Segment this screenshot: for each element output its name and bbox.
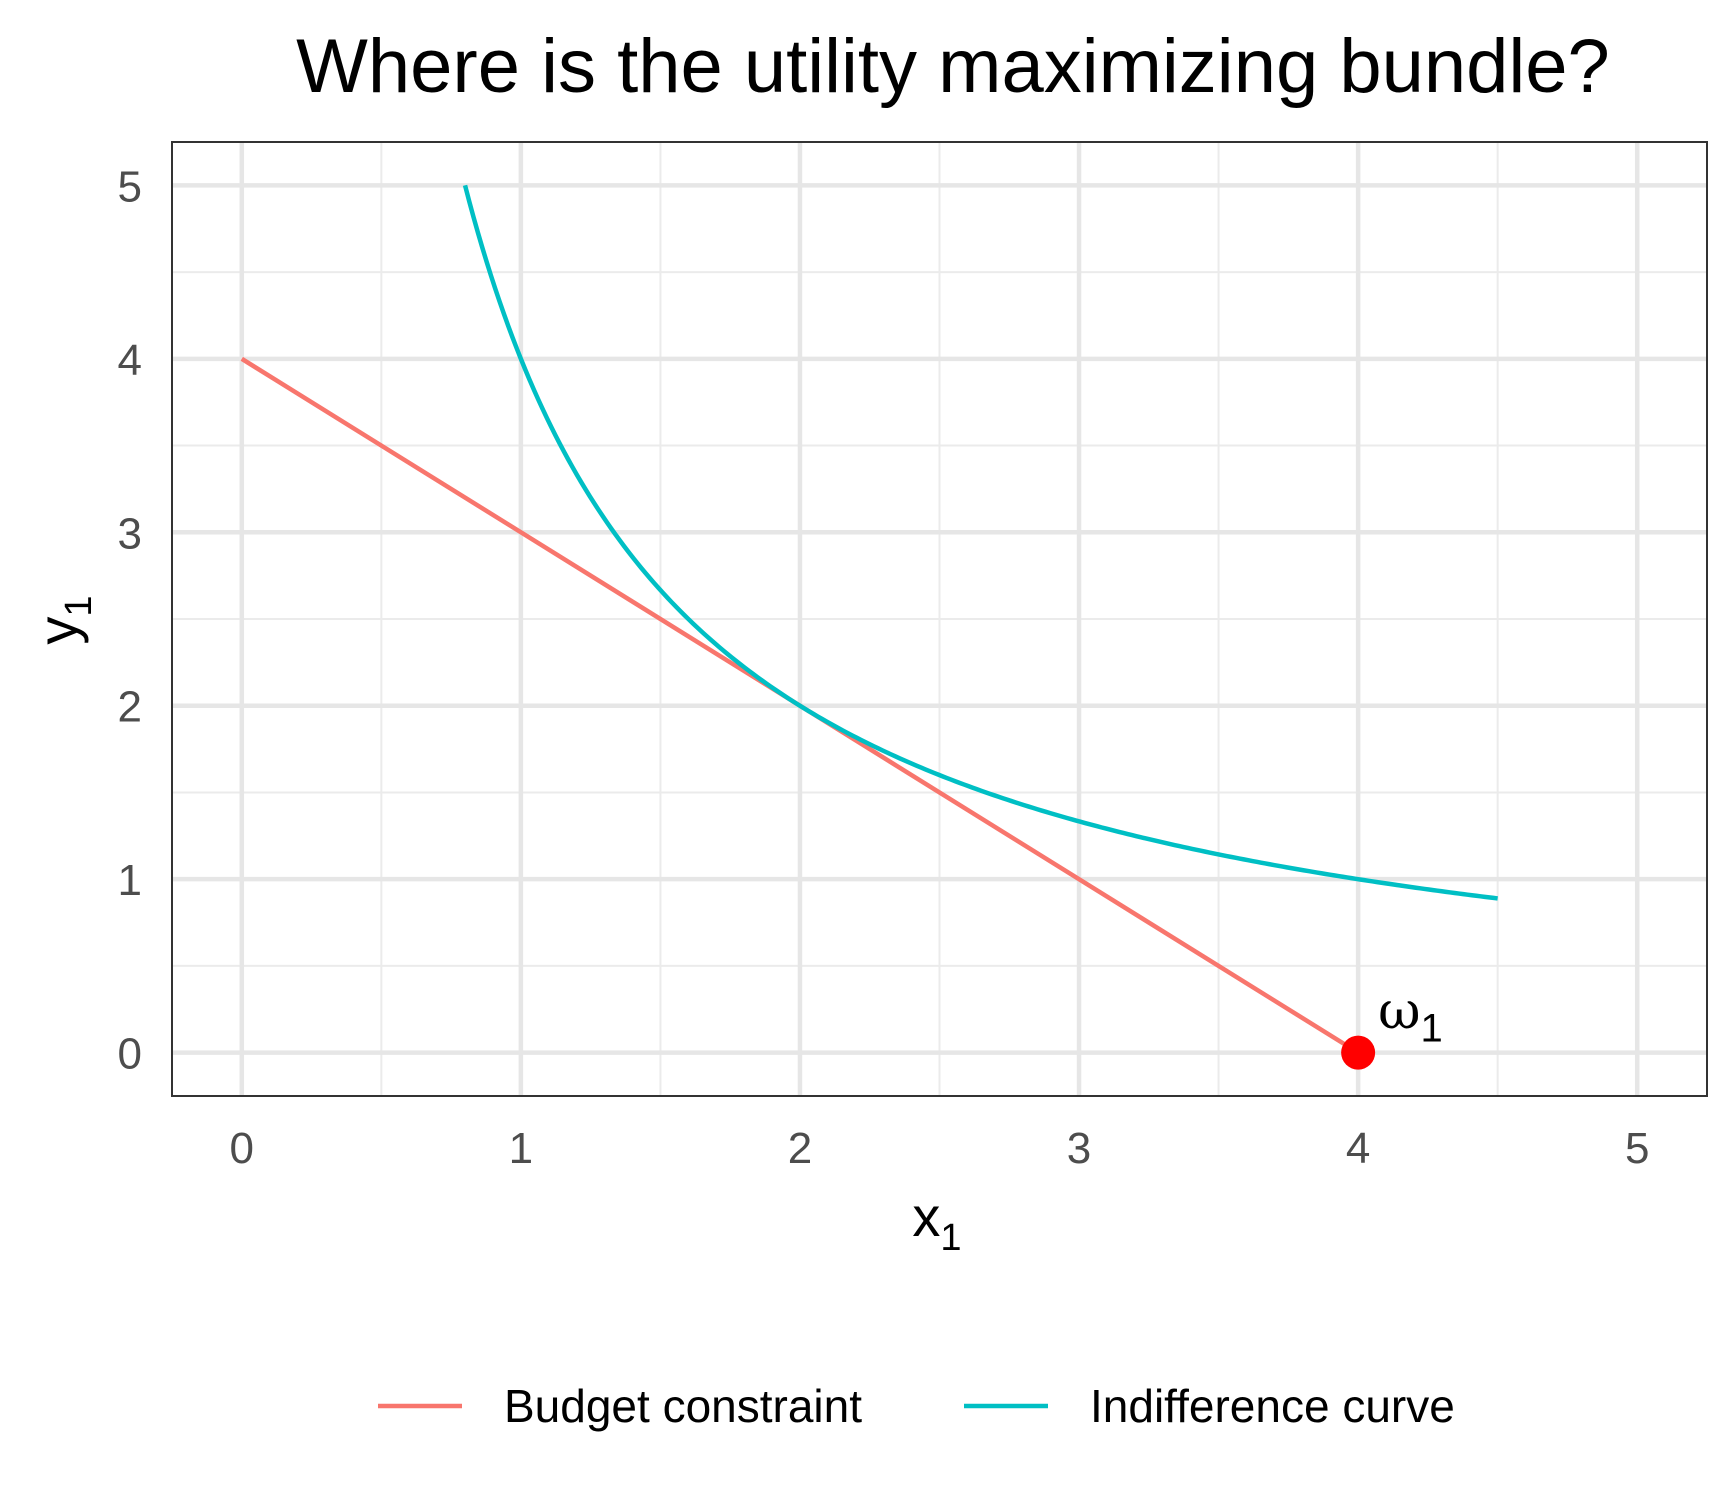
y-tick-label: 4 xyxy=(118,336,142,385)
y-tick-label: 0 xyxy=(118,1030,142,1079)
x-tick-label: 3 xyxy=(1067,1124,1091,1173)
y-tick-label: 5 xyxy=(118,162,142,211)
grid-minor xyxy=(172,142,1707,1096)
grid-major xyxy=(172,142,1707,1096)
legend: Budget constraint Indifference curve xyxy=(378,1380,1455,1432)
endowment-label-sub: 1 xyxy=(1421,1007,1443,1051)
x-axis-label-sub: 1 xyxy=(940,1217,961,1259)
y-tick-label: 3 xyxy=(118,509,142,558)
x-axis-label: x1 xyxy=(912,1185,961,1259)
y-axis-label-sub: 1 xyxy=(58,595,100,616)
legend-label-indifference-curve: Indifference curve xyxy=(1090,1380,1455,1432)
x-tick-label: 4 xyxy=(1346,1124,1370,1173)
y-tick-label: 1 xyxy=(118,856,142,905)
y-axis-label-base: y xyxy=(26,617,89,645)
y-tick-labels: 0 1 2 3 4 5 xyxy=(118,162,142,1078)
x-tick-label: 1 xyxy=(509,1124,533,1173)
endowment-point xyxy=(1341,1035,1376,1070)
series-layer xyxy=(240,184,1498,1055)
y-axis-label: y1 xyxy=(26,595,100,644)
x-tick-label: 2 xyxy=(788,1124,812,1173)
y-tick-label: 2 xyxy=(118,683,142,732)
annotation-layer: ω1 xyxy=(1341,982,1443,1070)
indifference-curve-line xyxy=(462,184,1498,901)
legend-label-budget-constraint: Budget constraint xyxy=(504,1380,862,1432)
endowment-label: ω1 xyxy=(1378,982,1443,1051)
x-axis-label-base: x xyxy=(912,1185,940,1248)
panel-border xyxy=(171,141,1708,1097)
x-tick-labels: 0 1 2 3 4 5 xyxy=(230,1124,1650,1173)
x-tick-label: 5 xyxy=(1625,1124,1649,1173)
endowment-label-base: ω xyxy=(1378,982,1420,1042)
chart-title: Where is the utility maximizing bundle? xyxy=(296,24,1610,109)
x-tick-label: 0 xyxy=(230,1124,254,1173)
